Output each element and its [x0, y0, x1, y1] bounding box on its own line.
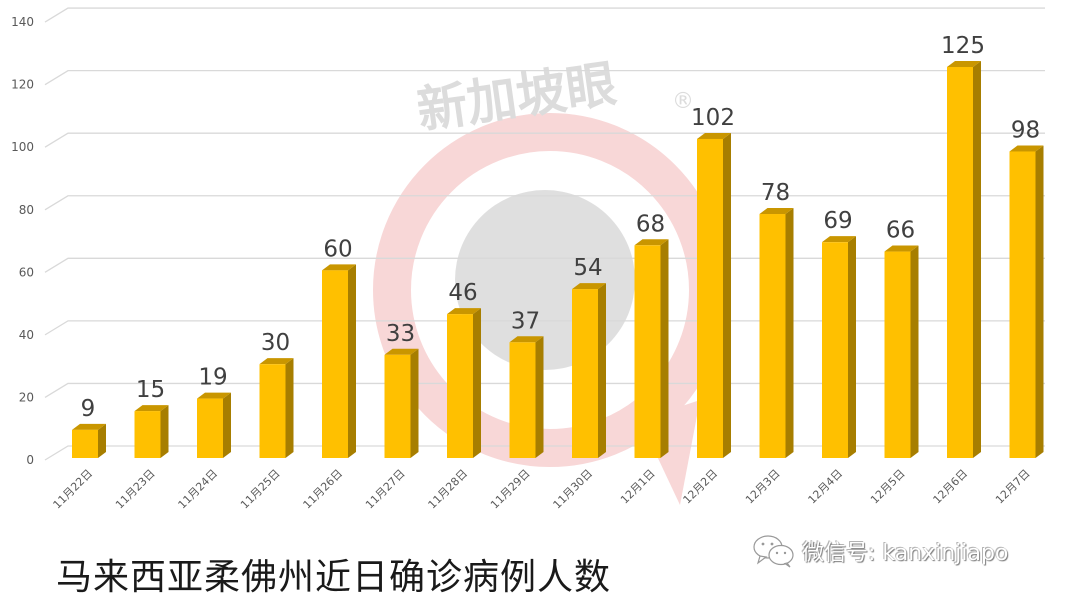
- bar-value-label: 60: [323, 236, 352, 262]
- bar: 54: [572, 255, 606, 458]
- bar-value-label: 68: [636, 211, 665, 237]
- bar: 19: [197, 365, 231, 458]
- x-tick-label: 11月22日: [51, 467, 96, 512]
- bars: 9 15 19 30 60 33 46 37 54 68 102 78 69 66 125 98: [72, 33, 1044, 458]
- bar-value-label: 33: [386, 321, 415, 347]
- x-tick-label: 11月23日: [113, 467, 158, 512]
- bar-value-label: 69: [823, 208, 852, 234]
- bar-value-label: 37: [511, 308, 540, 334]
- x-tick-label: 11月25日: [238, 467, 283, 512]
- y-axis: 0 20 40 60 80 100 120 140: [11, 15, 34, 467]
- bar: 9: [72, 396, 106, 458]
- bar-value-label: 9: [81, 396, 96, 422]
- x-tick-label: 11月24日: [176, 467, 221, 512]
- bar: 125: [941, 33, 985, 458]
- bar-value-label: 19: [198, 365, 227, 391]
- bar-value-label: 46: [448, 280, 477, 306]
- x-tick-label: 12月4日: [806, 467, 846, 507]
- y-tick-label: 120: [11, 78, 34, 92]
- y-tick-label: 140: [11, 15, 34, 29]
- bar-value-label: 78: [761, 180, 790, 206]
- bar-value-label: 30: [261, 330, 290, 356]
- x-tick-label: 12月7日: [993, 467, 1033, 507]
- bar-value-label: 66: [886, 218, 915, 244]
- x-tick-label: 11月28日: [426, 467, 471, 512]
- bar-value-label: 102: [691, 105, 735, 131]
- x-tick-label: 11月27日: [363, 467, 408, 512]
- bar-value-label: 98: [1011, 117, 1040, 143]
- svg-text:®: ®: [672, 89, 694, 114]
- bar: 78: [759, 180, 794, 458]
- x-axis: 11月22日 11月23日 11月24日 11月25日 11月26日 11月27日 11月2…: [51, 467, 1033, 512]
- x-tick-label: 11月30日: [551, 467, 596, 512]
- x-tick-label: 11月29日: [488, 467, 533, 512]
- bar: 98: [1009, 117, 1044, 458]
- bar: 46: [447, 280, 481, 458]
- bar: 66: [884, 218, 919, 458]
- bar: 69: [822, 208, 856, 458]
- bar: 33: [384, 321, 419, 458]
- x-tick-label: 12月2日: [681, 467, 721, 507]
- x-tick-label: 12月6日: [931, 467, 971, 507]
- x-tick-label: 12月3日: [743, 467, 783, 507]
- x-tick-label: 11月26日: [301, 467, 346, 512]
- x-tick-label: 12月1日: [618, 467, 658, 507]
- y-tick-label: 20: [19, 390, 34, 404]
- bar: 15: [134, 377, 169, 458]
- wechat-badge: 微信号: kanxinjiapo: [752, 534, 1008, 568]
- bar: 102: [691, 105, 735, 458]
- y-tick-label: 80: [19, 203, 34, 217]
- y-tick-label: 60: [19, 265, 34, 279]
- chart-caption: 马来西亚柔佛州近日确诊病例人数: [56, 557, 612, 598]
- y-tick-label: 100: [11, 140, 34, 154]
- bar: 30: [259, 330, 294, 458]
- bar-value-label: 54: [573, 255, 602, 281]
- y-tick-label: 40: [19, 328, 34, 342]
- wechat-icon: [753, 535, 794, 568]
- bar: 37: [509, 308, 544, 458]
- bar-value-label: 15: [136, 377, 165, 403]
- bar: 60: [322, 236, 356, 458]
- y-tick-label: 0: [26, 453, 34, 467]
- wechat-id-label: 微信号: kanxinjiapo: [802, 541, 1009, 566]
- bar-value-label: 125: [941, 33, 985, 59]
- x-tick-label: 12月5日: [868, 467, 908, 507]
- bar: 68: [634, 211, 669, 458]
